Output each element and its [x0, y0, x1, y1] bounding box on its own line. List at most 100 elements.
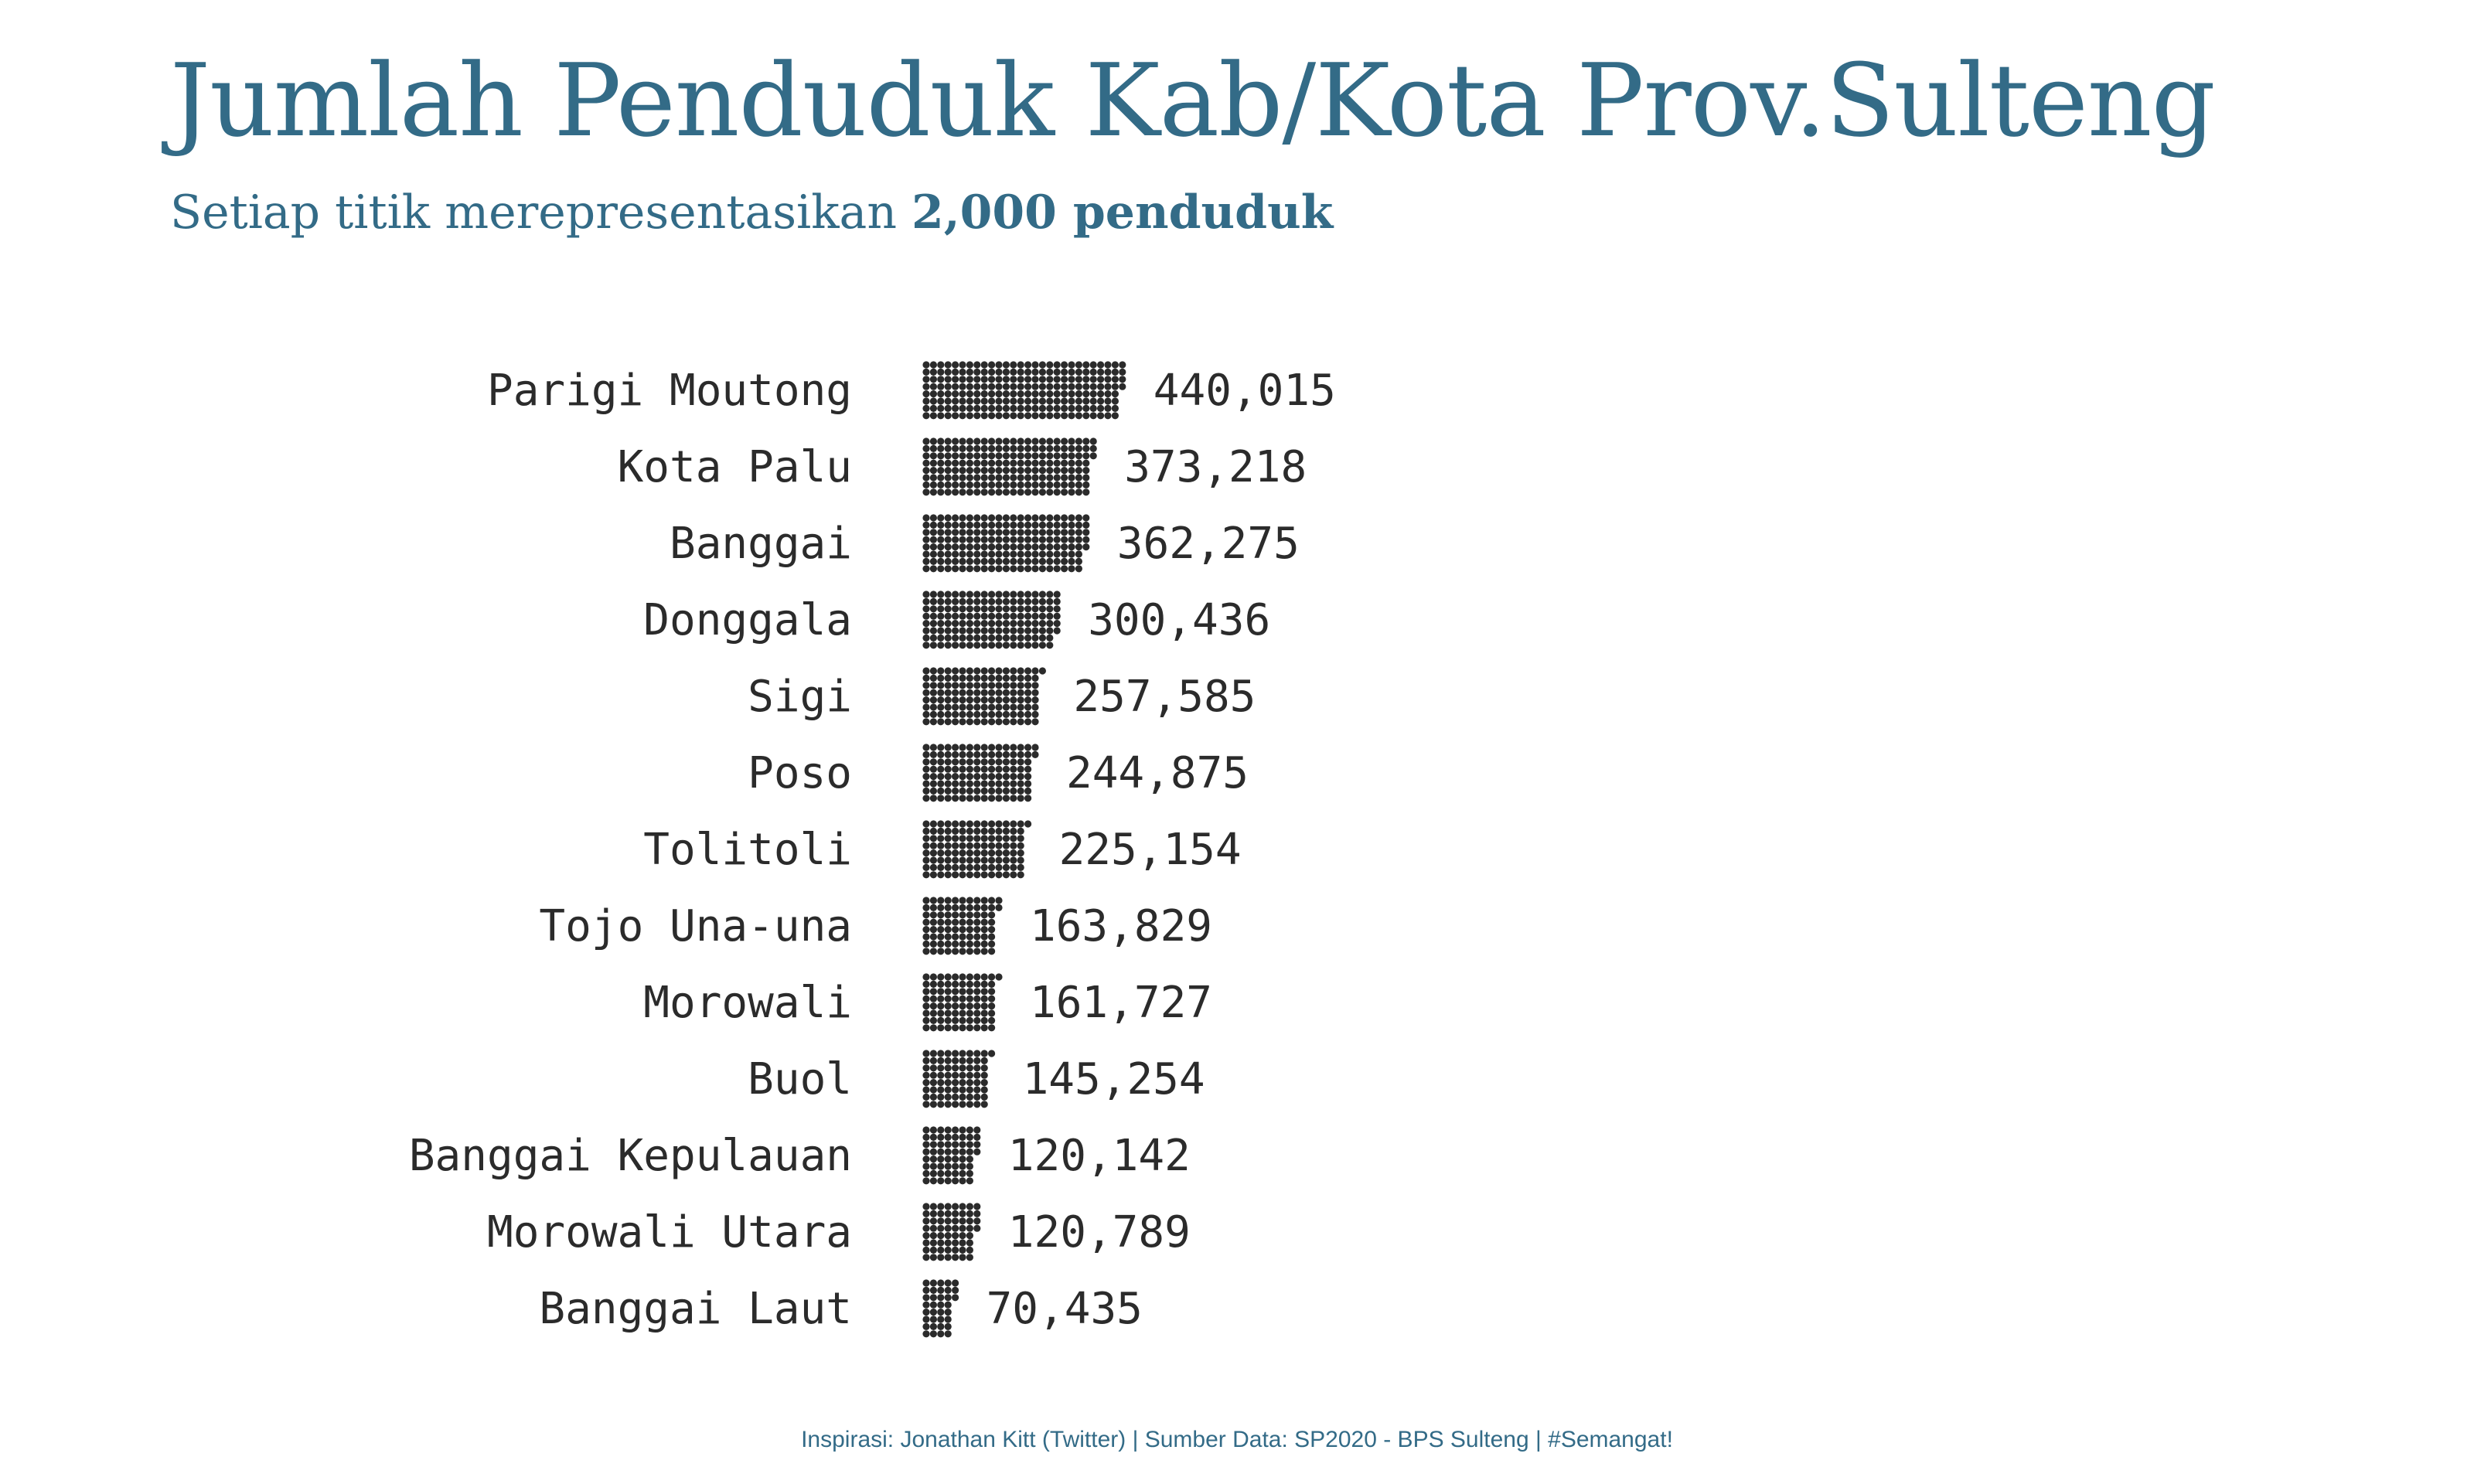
dot: [929, 1330, 937, 1338]
dot: [922, 1133, 930, 1141]
dot: [988, 620, 996, 628]
dot: [1024, 550, 1032, 558]
dot: [973, 1133, 981, 1141]
dot: [937, 1133, 945, 1141]
dot: [988, 995, 996, 1002]
dot: [952, 795, 959, 802]
dot: [952, 973, 959, 981]
dot: [937, 667, 945, 675]
dot: [952, 703, 959, 711]
dot: [944, 696, 952, 704]
dot: [973, 404, 981, 413]
dot: [922, 897, 930, 904]
dot: [995, 780, 1003, 788]
category-label: Kota Palu: [618, 442, 852, 492]
dot: [929, 529, 937, 536]
dot: [988, 980, 996, 988]
dot: [922, 1309, 930, 1316]
dot: [973, 1079, 981, 1087]
dot: [1002, 565, 1010, 573]
dot: [1002, 674, 1010, 682]
dot: [1038, 397, 1046, 405]
dot: [922, 703, 930, 711]
dot: [1053, 368, 1061, 376]
dot: [922, 1246, 930, 1254]
dot: [1038, 597, 1046, 606]
dot: [973, 995, 981, 1002]
dot: [937, 390, 945, 398]
dot: [959, 597, 966, 606]
dot: [1046, 565, 1054, 573]
dot: [966, 773, 973, 781]
dot: [988, 751, 996, 759]
dot: [1024, 514, 1032, 522]
dot: [959, 1148, 966, 1156]
dot: [1038, 550, 1046, 558]
dot: [1017, 565, 1024, 573]
dot: [1017, 467, 1024, 475]
dot: [1002, 696, 1010, 704]
dot: [973, 918, 981, 926]
dot: [1068, 481, 1075, 489]
dot: [952, 521, 959, 529]
dot: [966, 1177, 973, 1185]
dot: [1010, 765, 1017, 773]
category-label: Morowali Utara: [487, 1207, 852, 1258]
dot: [922, 667, 930, 675]
dot: [952, 980, 959, 988]
dot: [980, 911, 988, 919]
dot: [922, 1162, 930, 1170]
dot: [988, 863, 996, 871]
dot: [1046, 412, 1054, 420]
dot: [973, 1217, 981, 1225]
dot: [959, 904, 966, 911]
dot: [973, 529, 981, 536]
dot: [944, 612, 952, 620]
dot: [980, 1002, 988, 1010]
dot: [1046, 557, 1054, 566]
dot: [1010, 710, 1017, 719]
dot: [1017, 488, 1024, 496]
dot: [966, 1064, 973, 1072]
dot: [1053, 627, 1061, 635]
dot: [1017, 361, 1024, 369]
dot: [1097, 390, 1105, 398]
dot: [980, 1009, 988, 1017]
dot: [937, 820, 945, 828]
dot: [1017, 412, 1024, 420]
dot: [929, 591, 937, 598]
dot: [959, 383, 966, 390]
dot: [959, 1050, 966, 1057]
dot: [1046, 550, 1054, 558]
dot: [980, 383, 988, 390]
dot: [929, 820, 937, 828]
dot: [973, 368, 981, 376]
dot: [1017, 390, 1024, 398]
dot: [952, 514, 959, 522]
dot: [937, 452, 945, 460]
dot: [1104, 368, 1112, 376]
dot: [944, 1316, 952, 1323]
dot: [937, 751, 945, 759]
dot: [980, 682, 988, 689]
dot: [1038, 667, 1046, 675]
dot: [959, 918, 966, 926]
dot: [959, 459, 966, 467]
dot: [995, 591, 1003, 598]
dot: [980, 1079, 988, 1087]
dot: [944, 1126, 952, 1134]
chart-row: Parigi Moutong 440,015: [487, 361, 1336, 420]
dot: [1075, 565, 1082, 573]
dot: [1010, 674, 1017, 682]
dot: [1046, 591, 1054, 598]
dot: [966, 620, 973, 628]
dot: [937, 376, 945, 383]
dot: [973, 361, 981, 369]
dot: [1002, 529, 1010, 536]
dot: [966, 1203, 973, 1210]
dot: [959, 718, 966, 726]
dot: [1024, 634, 1032, 642]
dot: [929, 973, 937, 981]
dot: [1017, 667, 1024, 675]
dot: [1010, 368, 1017, 376]
